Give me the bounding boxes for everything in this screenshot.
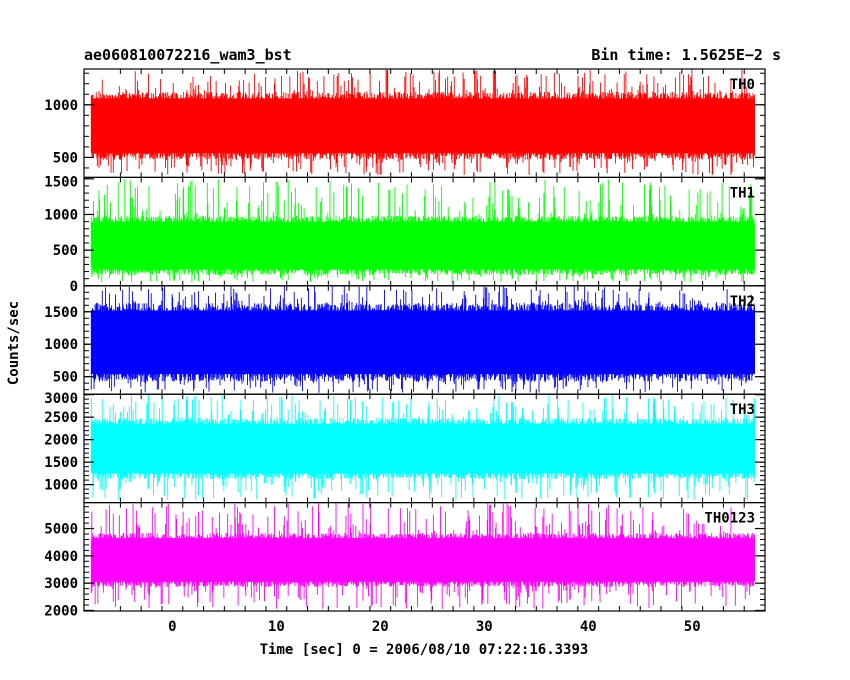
chart-title: ae060810072216_wam3_bst bbox=[84, 46, 292, 64]
y-tick-label: 1000 bbox=[44, 478, 78, 494]
panels-group: 500 1000 TH0 0 500 1000 1500 TH1 500 1000 1500 TH2 1… bbox=[44, 68, 766, 619]
x-tick-label: 20 bbox=[372, 619, 389, 635]
y-tick-label: 1500 bbox=[44, 455, 78, 471]
y-tick-label: 4000 bbox=[44, 549, 78, 565]
y-tick-label: 2000 bbox=[44, 603, 78, 619]
series-th2 bbox=[90, 286, 756, 393]
y-tick-label: 1000 bbox=[44, 207, 78, 223]
y-tick-label: 3000 bbox=[44, 391, 78, 407]
x-tick-label: 30 bbox=[476, 619, 493, 635]
panel-frame bbox=[83, 502, 766, 612]
series-th3 bbox=[90, 394, 756, 501]
x-tick-label: 10 bbox=[268, 619, 285, 635]
panel-th3: 1000 1500 2000 2500 3000 TH3 bbox=[44, 391, 766, 504]
panel-th1: 0 500 1000 1500 TH1 bbox=[44, 174, 766, 295]
panel-label-th2: TH2 bbox=[730, 294, 755, 310]
panel-label-th0: TH0 bbox=[730, 77, 755, 93]
series-th1 bbox=[90, 178, 756, 283]
y-tick-label: 3000 bbox=[44, 576, 78, 592]
y-axis-label: Counts/sec bbox=[6, 301, 22, 385]
panel-label-th1: TH1 bbox=[730, 185, 755, 201]
x-tick-label: 50 bbox=[684, 619, 701, 635]
y-tick-label: 1500 bbox=[44, 174, 78, 190]
x-tick-label: 40 bbox=[580, 619, 597, 635]
series-th0 bbox=[90, 69, 756, 176]
x-axis: 0 10 20 30 40 50 bbox=[168, 619, 700, 635]
y-tick-label: 2000 bbox=[44, 433, 78, 449]
y-tick-label: 5000 bbox=[44, 522, 78, 538]
x-axis-label: Time [sec] 0 = 2006/08/10 07:22:16.3393 bbox=[260, 642, 589, 658]
y-tick-label: 2500 bbox=[44, 410, 78, 426]
panel-th0: 500 1000 TH0 bbox=[44, 68, 766, 179]
panel-label-th3: TH3 bbox=[730, 402, 755, 418]
series-th0123 bbox=[90, 503, 756, 609]
y-tick-label: 500 bbox=[53, 150, 78, 166]
y-tick-label: 500 bbox=[53, 243, 78, 259]
x-tick-label: 0 bbox=[168, 619, 176, 635]
y-tick-label: 500 bbox=[53, 370, 78, 386]
panel-th2: 500 1000 1500 TH2 bbox=[44, 285, 766, 395]
y-tick-label: 0 bbox=[70, 279, 78, 295]
y-tick-label: 1000 bbox=[44, 98, 78, 114]
y-tick-label: 1000 bbox=[44, 337, 78, 353]
panel-label-th0123: TH0123 bbox=[704, 511, 755, 527]
y-tick-label: 1500 bbox=[44, 305, 78, 321]
bin-time-label: Bin time: 1.5625E−2 s bbox=[591, 46, 781, 64]
panel-th0123: 2000 3000 4000 5000 TH0123 bbox=[44, 502, 766, 619]
